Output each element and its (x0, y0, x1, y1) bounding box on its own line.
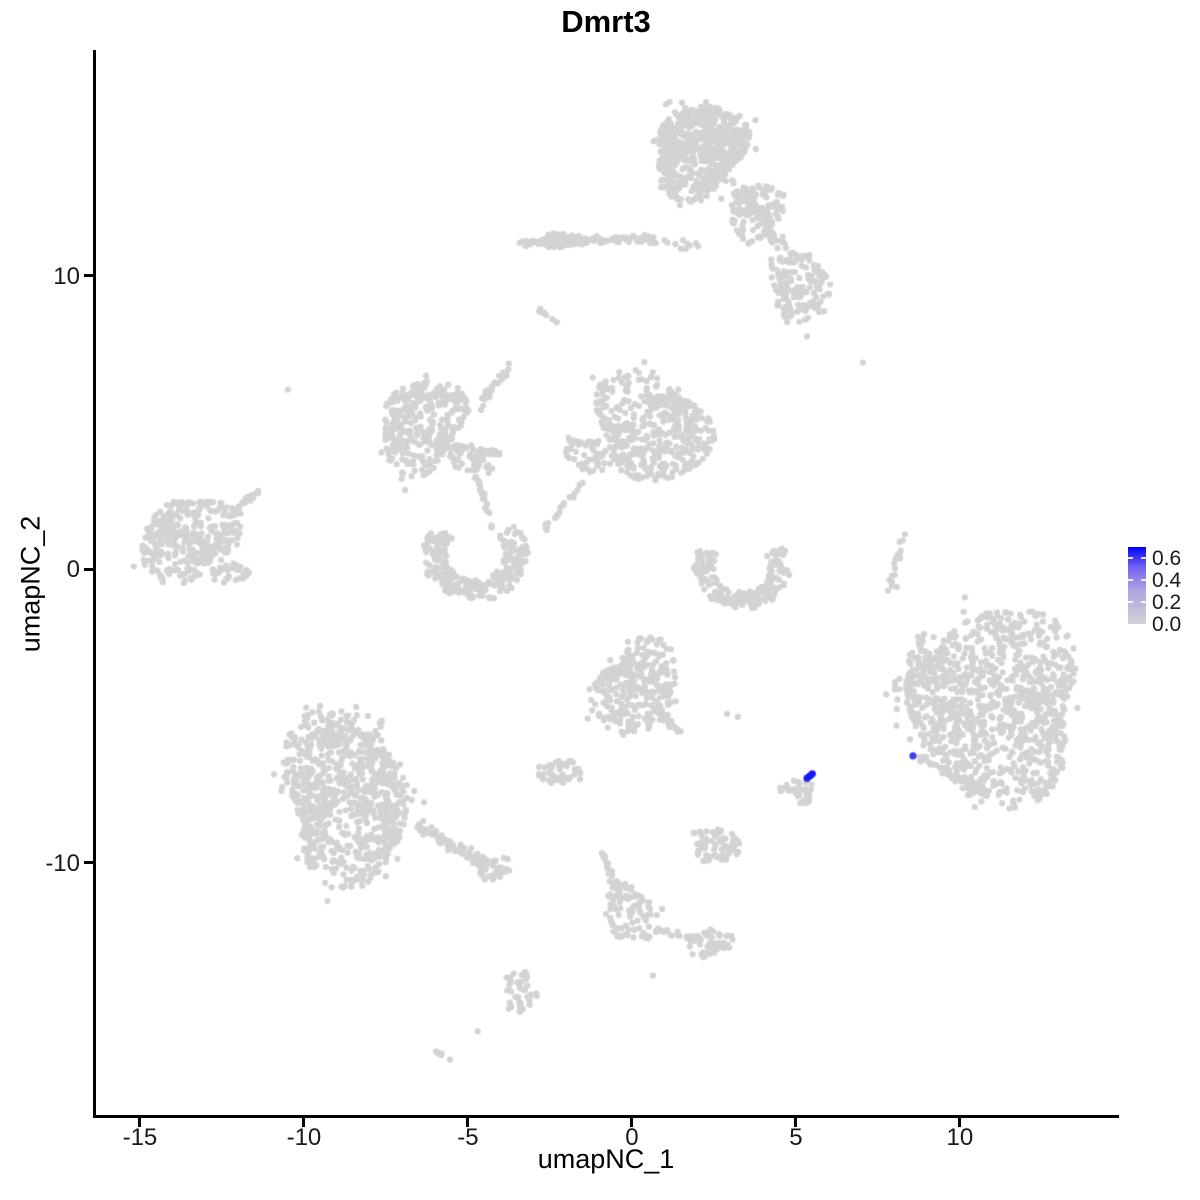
x-tick-mark (958, 1118, 962, 1127)
y-axis-title: umapNC_2 (15, 515, 46, 653)
y-tick-mark (84, 274, 93, 278)
x-tick-mark (466, 1118, 470, 1127)
x-tick-label: -15 (122, 1124, 158, 1151)
x-tick-mark (794, 1118, 798, 1127)
x-tick-mark (630, 1118, 634, 1127)
y-axis-line (93, 50, 96, 1118)
y-tick-label: 0 (66, 556, 80, 584)
x-tick-label: 10 (946, 1124, 974, 1151)
x-tick-label: 5 (789, 1124, 803, 1151)
x-tick-mark (138, 1118, 142, 1127)
x-axis-title: umapNC_1 (537, 1144, 675, 1174)
y-tick-label: 10 (53, 262, 80, 290)
x-tick-label: -10 (286, 1124, 322, 1151)
y-tick-mark (84, 567, 93, 571)
y-tick-label: -10 (45, 849, 80, 877)
x-tick-label: 0 (625, 1124, 639, 1151)
x-axis-line (93, 1115, 1119, 1118)
x-tick-mark (302, 1118, 306, 1127)
x-tick-label: -5 (457, 1124, 479, 1151)
plot-title: Dmrt3 (561, 4, 651, 39)
y-tick-mark (84, 861, 93, 865)
